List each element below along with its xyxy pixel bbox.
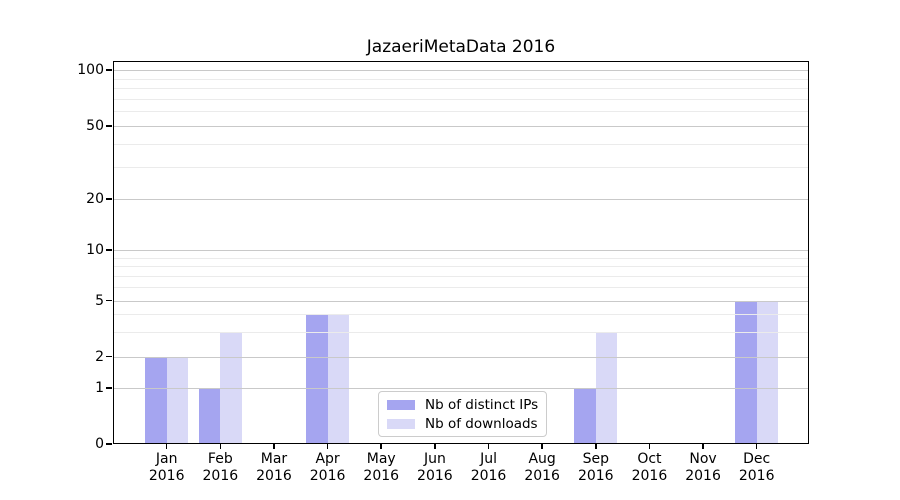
x-tick-mark	[326, 444, 329, 449]
x-tick-label: Aug 2016	[524, 451, 560, 484]
y-tick-label: 5	[95, 292, 104, 309]
x-tick-label: Mar 2016	[256, 451, 292, 484]
x-tick-mark	[273, 444, 275, 449]
gridline-minor	[113, 275, 809, 277]
gridline-minor	[113, 266, 809, 268]
legend-label-downloads: Nb of downloads	[425, 415, 538, 432]
bar-apr-distinct-ips	[306, 314, 328, 444]
x-tick-mark	[702, 444, 704, 449]
bar-feb-distinct-ips	[198, 388, 221, 444]
y-tick-mark	[106, 443, 112, 445]
gridline-major	[113, 126, 809, 127]
y-tick-label: 50	[86, 118, 104, 134]
bar-apr-downloads	[327, 314, 350, 444]
y-tick-label: 100	[77, 62, 104, 78]
gridline-minor	[113, 78, 809, 80]
gridline-minor	[113, 111, 809, 113]
y-tick-mark	[106, 69, 112, 71]
gridline-major	[113, 356, 809, 358]
y-tick-mark	[106, 249, 112, 251]
x-tick-mark	[541, 444, 543, 449]
x-tick-mark	[487, 444, 490, 449]
x-tick-label: Jan 2016	[148, 451, 185, 484]
chart-title: JazaeriMetaData 2016	[366, 37, 556, 57]
y-tick-label: 20	[86, 191, 104, 207]
gridline-minor	[113, 314, 809, 316]
gridline-minor	[113, 287, 809, 289]
gridline-major	[113, 70, 809, 71]
x-tick-label: Apr 2016	[309, 451, 346, 484]
y-tick-mark	[106, 355, 112, 358]
x-tick-label: Jun 2016	[417, 451, 453, 484]
x-tick-label: Sep 2016	[577, 451, 614, 484]
legend-swatch-distinct-ips	[387, 399, 415, 410]
y-tick-mark	[106, 125, 112, 127]
legend-item-downloads: Nb of downloads	[387, 416, 538, 432]
x-tick-mark	[595, 444, 597, 449]
legend-label-distinct-ips: Nb of distinct IPs	[425, 396, 539, 413]
gridline-major	[113, 388, 809, 389]
gridline-major	[113, 300, 809, 302]
gridline-minor	[113, 143, 809, 145]
y-tick-label: 0	[95, 436, 104, 452]
y-tick-mark	[106, 387, 112, 389]
x-tick-mark	[165, 444, 168, 449]
x-tick-mark	[648, 444, 651, 449]
x-tick-label: Feb 2016	[202, 451, 239, 484]
bar-jan-distinct-ips	[145, 356, 167, 444]
gridline-minor	[113, 98, 809, 100]
bar-sep-distinct-ips	[574, 388, 596, 444]
y-tick-label: 2	[95, 348, 104, 365]
x-tick-mark	[380, 444, 382, 449]
y-tick-mark	[106, 299, 112, 302]
y-tick-label: 1	[95, 380, 104, 396]
x-tick-label: Nov 2016	[685, 451, 721, 484]
x-tick-label: Dec 2016	[738, 451, 775, 484]
legend-swatch-downloads	[387, 418, 415, 429]
gridline-minor	[113, 88, 809, 90]
gridline-major	[113, 199, 809, 200]
bar-dec-downloads	[756, 300, 779, 444]
y-tick-mark	[106, 198, 112, 200]
x-tick-label: Oct 2016	[631, 451, 668, 484]
gridline-major	[113, 250, 809, 251]
x-tick-label: Jul 2016	[470, 451, 507, 484]
y-tick-label: 10	[86, 242, 104, 258]
legend-item-distinct-ips: Nb of distinct IPs	[387, 397, 538, 413]
x-tick-mark	[755, 444, 758, 449]
bar-sep-downloads	[595, 331, 618, 444]
bar-dec-distinct-ips	[735, 300, 757, 444]
x-tick-mark	[434, 444, 436, 449]
x-tick-mark	[219, 444, 222, 449]
legend: Nb of distinct IPs Nb of downloads	[378, 391, 547, 437]
bar-jan-downloads	[166, 356, 189, 444]
gridline-minor	[113, 331, 809, 333]
bar-feb-downloads	[220, 331, 242, 444]
gridline-minor	[113, 257, 809, 259]
gridline-minor	[113, 166, 809, 168]
x-tick-label: May 2016	[363, 451, 400, 484]
